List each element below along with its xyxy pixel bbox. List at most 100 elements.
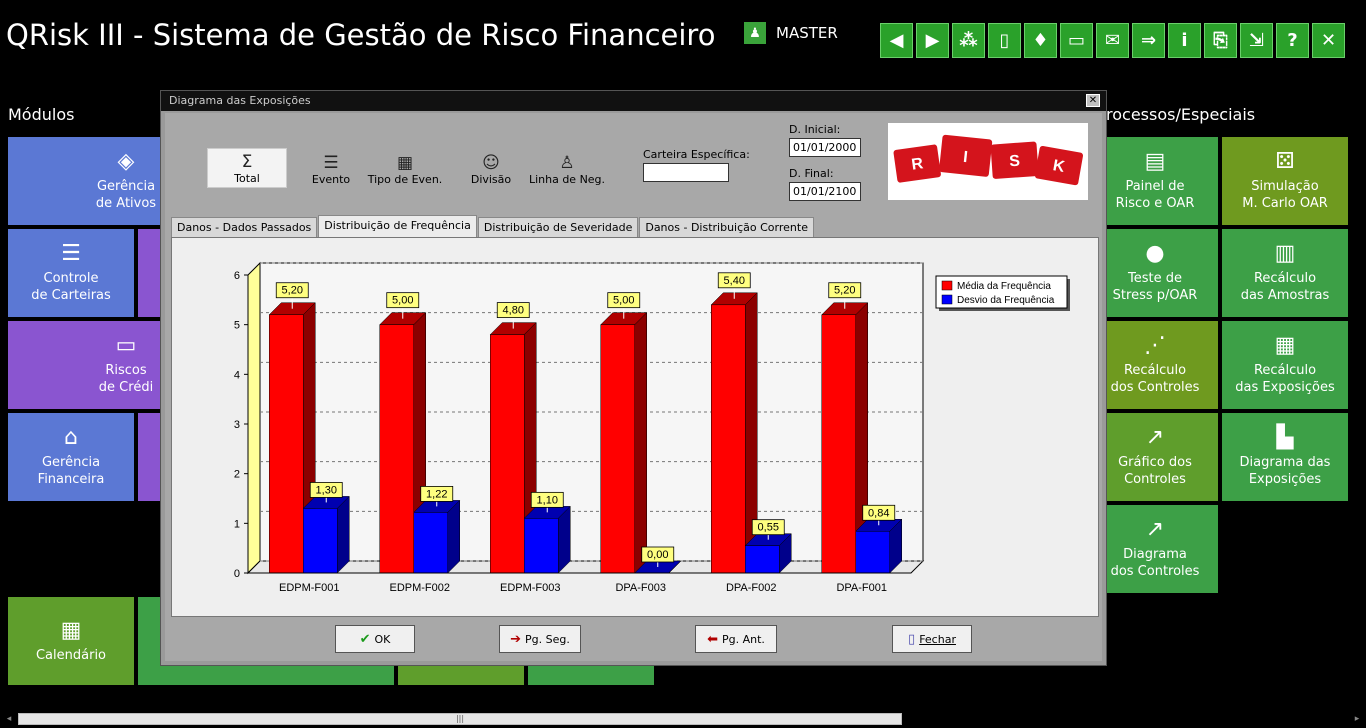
legend-box: [935, 275, 1068, 309]
mode-divis-o[interactable]: ☺ Divisão: [451, 148, 531, 188]
data-label-box: [607, 292, 641, 309]
info-icon: i: [1181, 30, 1188, 51]
exit-door-button[interactable]: ⇲: [1240, 23, 1273, 58]
line-chart-icon: ↗: [1145, 425, 1165, 450]
data-label: 0,55: [758, 522, 779, 534]
tile-diagrama-exposicoes[interactable]: ▙ Diagrama das Exposições: [1222, 413, 1348, 501]
scroll-left-icon[interactable]: ◂: [6, 714, 12, 724]
bar-side: [447, 499, 460, 574]
next-page-button[interactable]: ➔ Pg. Seg.: [499, 625, 581, 653]
d-inicial-input[interactable]: 01/01/2000: [789, 138, 861, 157]
tile-grafico-controles[interactable]: ↗ Gráfico dos Controles: [1092, 413, 1218, 501]
traffic-light-button[interactable]: ⁂: [952, 23, 985, 58]
tile-gerencia-ativos[interactable]: ◈ Gerência de Ativos: [8, 137, 164, 225]
tile-calendario[interactable]: ▦ Calendário: [8, 597, 134, 685]
dialog-body: Σ Total ☰ Evento ▦ Tipo de Even. ☺ Divisão ♙ Linh…: [165, 113, 1102, 661]
mail-check-icon: ✉: [1104, 30, 1121, 51]
y-tick-label: 3: [234, 419, 240, 431]
bar-front: [490, 334, 525, 574]
risk-cube-letter: I: [962, 149, 968, 166]
scroll-right-icon[interactable]: ▸: [1354, 714, 1360, 724]
diamond-icon: ◈: [117, 149, 135, 174]
data-label-box: [275, 282, 309, 299]
scatter-icon: ⋰: [1144, 333, 1166, 358]
help-button[interactable]: ?: [1276, 23, 1309, 58]
bar-desvio: [413, 499, 461, 574]
tile-painel[interactable]: ▤ Painel de Risco e OAR: [1092, 137, 1218, 225]
close-icon: ✕: [1320, 30, 1337, 51]
tile-recalc-exposicoes[interactable]: ▦ Recálculo das Exposições: [1222, 321, 1348, 409]
tile-hidden-2[interactable]: [138, 413, 164, 501]
mode-total[interactable]: Σ Total: [207, 148, 287, 188]
calendar-icon: ▦: [60, 617, 82, 643]
paint-bucket-button[interactable]: ♦: [1024, 23, 1057, 58]
tile-label: M. Carlo OAR: [1242, 196, 1328, 211]
close-button[interactable]: ▯ Fechar: [892, 625, 972, 653]
tile-recalc-amostras[interactable]: ▥ Recálculo das Amostras: [1222, 229, 1348, 317]
bar-front: [379, 324, 414, 574]
mode-label: Linha de Neg.: [528, 173, 606, 186]
mail-check-button[interactable]: ✉: [1096, 23, 1129, 58]
tile-controle-carteiras[interactable]: ☰ Controle de Carteiras: [8, 229, 134, 317]
data-label: 0,84: [868, 507, 889, 519]
risk-cube: S: [990, 141, 1039, 179]
column-button[interactable]: ▯: [988, 23, 1021, 58]
prev-page-button[interactable]: ⬅ Pg. Ant.: [695, 625, 777, 653]
horizontal-scrollbar[interactable]: ◂ ||| ▸: [0, 710, 1366, 728]
tile-label: Recálculo: [1253, 363, 1317, 378]
tab-0[interactable]: Danos - Dados Passados: [171, 217, 318, 237]
tab-3[interactable]: Danos - Distribuição Corrente: [639, 217, 814, 237]
bar-front: [524, 518, 559, 574]
data-label: 5,00: [613, 295, 634, 307]
scroll-thumb[interactable]: |||: [18, 713, 902, 725]
bar-desvio: [855, 518, 903, 574]
risk-cube-face: [1034, 145, 1084, 186]
person-walking-icon: ♙: [559, 153, 575, 173]
tab-2[interactable]: Distribuição de Severidade: [477, 217, 639, 237]
database-icon: ☰: [61, 241, 81, 266]
tile-simulacao[interactable]: ⚄ Simulação M. Carlo OAR: [1222, 137, 1348, 225]
mode-evento[interactable]: ☰ Evento: [291, 148, 371, 188]
grid-icon: ▦: [396, 153, 414, 173]
carteira-input[interactable]: [643, 163, 729, 182]
ok-button[interactable]: ✔ OK: [335, 625, 415, 653]
user-indicator[interactable]: ♟ MASTER: [744, 22, 838, 44]
document-settings-button[interactable]: ⎘: [1204, 23, 1237, 58]
tile-hidden-1[interactable]: [138, 229, 164, 317]
dialog-diagrama-exposicoes: Diagrama das Exposições ✕ Σ Total ☰ Evento ▦…: [160, 90, 1107, 666]
tile-gerencia-financeira[interactable]: ⌂ Gerência Financeira: [8, 413, 134, 501]
info-button[interactable]: i: [1168, 23, 1201, 58]
tile-riscos-credito[interactable]: ▭ Riscos de Crédi: [8, 321, 164, 409]
data-label: 5,20: [282, 285, 303, 297]
x-tick-label: DPA-F001: [836, 582, 887, 594]
data-label-box: [717, 272, 751, 289]
dialog-close-icon[interactable]: ✕: [1086, 94, 1100, 107]
y-tick-label: 0: [234, 568, 240, 580]
tile-label: Risco e OAR: [1115, 196, 1195, 211]
close-button[interactable]: ✕: [1312, 23, 1345, 58]
histogram-icon: ▙: [1276, 425, 1294, 450]
forward-button[interactable]: ⇒: [1132, 23, 1165, 58]
d-final-input[interactable]: 01/01/2100: [789, 182, 861, 201]
monitor-button[interactable]: ▭: [1060, 23, 1093, 58]
arrow-left-button[interactable]: ◀: [880, 23, 913, 58]
main-toolbar: ◀ ▶ ⁂ ▯ ♦ ▭ ✉ ⇒ i ⎘ ⇲? ✕: [880, 23, 1345, 58]
arrow-right-button[interactable]: ▶: [916, 23, 949, 58]
arrow-left-icon: ⬅: [707, 631, 718, 647]
tile-label: Teste de: [1128, 271, 1182, 286]
checkmark-icon: ✔: [359, 631, 371, 647]
bar-front: [269, 314, 304, 574]
tile-label: Controles: [1124, 472, 1186, 487]
tile-diagrama-controles[interactable]: ↗ Diagrama dos Controles: [1092, 505, 1218, 593]
list-icon: ☰: [323, 153, 339, 173]
mode-linha-de-neg[interactable]: ♙ Linha de Neg.: [527, 148, 607, 188]
y-tick-label: 5: [234, 320, 240, 332]
mode-tipo-de-even[interactable]: ▦ Tipo de Even.: [365, 148, 445, 188]
tab-1[interactable]: Distribuição de Frequência: [318, 215, 477, 237]
tile-teste[interactable]: ● Teste de Stress p/OAR: [1092, 229, 1218, 317]
frequency-chart: 0 1 2 3 4 5 6 5,20 1,30 EDPM-F001 5,00 1,22 EDPM-F00…: [234, 261, 1070, 594]
tile-recalc-controles[interactable]: ⋰ Recálculo dos Controles: [1092, 321, 1218, 409]
dialog-titlebar[interactable]: Diagrama das Exposições ✕: [161, 91, 1106, 111]
data-label-box: [496, 302, 530, 318]
bank-icon: ⌂: [64, 425, 78, 450]
